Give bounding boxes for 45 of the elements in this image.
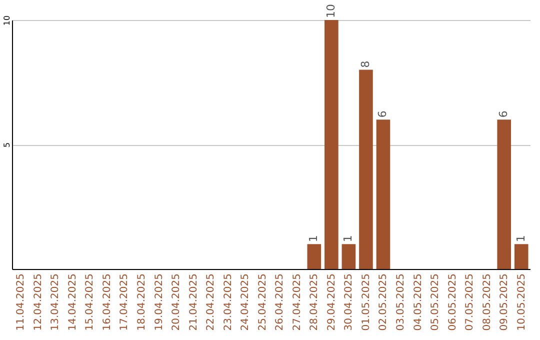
x-tick-label: 28.04.2025 [309,274,320,331]
data-label: 6 [497,110,510,118]
x-tick-label: 25.04.2025 [257,274,268,331]
bar [514,244,528,269]
x-tick-label: 21.04.2025 [188,274,200,331]
data-label: 1 [514,235,528,242]
data-label: 6 [376,110,390,118]
x-tick-label: 15.04.2025 [84,274,96,331]
x-tick-label: 07.05.2025 [464,274,476,331]
x-tick-label: 23.04.2025 [222,274,234,331]
x-tick-label: 17.04.2025 [119,274,130,331]
x-tick-label: 22.04.2025 [206,274,217,331]
bar [324,20,338,269]
x-tick-label: 14.04.2025 [67,274,78,331]
bar [307,244,322,269]
x-tick-label: 08.05.2025 [482,274,493,331]
x-tick-label: 04.05.2025 [412,274,424,331]
x-tick-label: 06.05.2025 [447,274,458,331]
x-tick-label: 02.05.2025 [378,274,390,331]
y-tick-label: 5 [2,142,12,148]
data-label: 1 [307,235,320,242]
data-label: 8 [358,60,372,68]
x-tick-label: 12.04.2025 [32,274,44,331]
x-tick-label: 29.04.2025 [326,274,338,331]
x-tick-label: 09.05.2025 [499,274,510,331]
x-tick-label: 26.04.2025 [274,274,286,331]
x-tick-label: 16.04.2025 [102,274,113,331]
x-tick-label: 01.05.2025 [360,274,372,331]
x-tick-label: 30.04.2025 [344,274,355,331]
bar [497,120,512,269]
x-tick-label: 24.04.2025 [240,274,252,331]
data-label: 1 [342,235,355,242]
x-tick-label: 03.05.2025 [396,274,406,331]
data-label: 10 [324,4,338,18]
x-tick-label: 10.05.2025 [516,274,528,331]
x-tick-label: 05.05.2025 [430,274,442,331]
x-tick-label: 19.04.2025 [154,274,165,331]
bar [342,244,356,269]
x-tick-label: 13.04.2025 [50,274,62,331]
bar [359,70,373,269]
x-tick-label: 11.04.2025 [16,274,27,331]
x-tick-label: 27.04.2025 [292,274,303,331]
bar [376,120,390,269]
x-tick-label: 20.04.2025 [171,274,182,331]
x-tick-label: 18.04.2025 [136,274,148,331]
